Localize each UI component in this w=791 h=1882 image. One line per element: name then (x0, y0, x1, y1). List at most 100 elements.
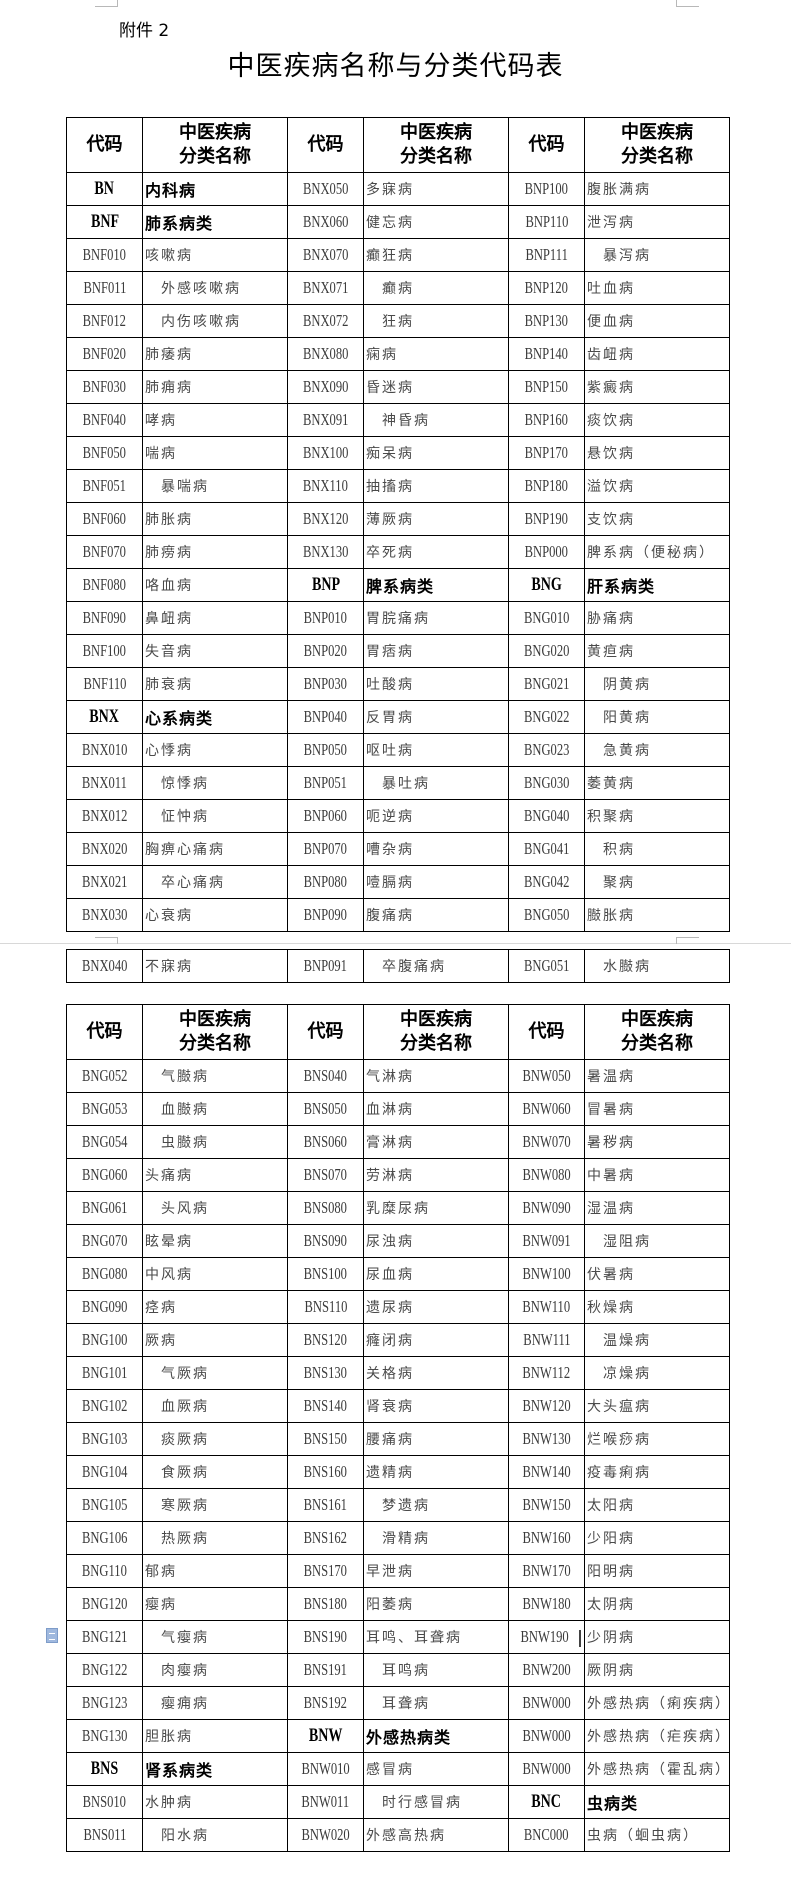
code-text: BNG102 (81, 1396, 128, 1415)
disease-code: BNP120 (508, 271, 585, 305)
disease-code: BNG103 (66, 1422, 143, 1456)
disease-code: BNG104 (66, 1455, 143, 1489)
disease-name: 烂喉痧病 (584, 1422, 730, 1456)
disease-code: BNG102 (66, 1389, 143, 1423)
table-row: BNG060 头痛病 BNS070 劳淋病 BNW080 中暑病 (66, 1158, 730, 1192)
disease-name: 外感热病（霍乱病） (584, 1752, 730, 1786)
disease-code: BNX020 (66, 832, 143, 866)
disease-code: BNX070 (287, 238, 364, 272)
code-text: BNS162 (303, 1528, 348, 1547)
disease-name: 抽搐病 (363, 469, 509, 503)
disease-name: 阴黄病 (584, 667, 730, 701)
disease-code: BNW091 (508, 1224, 585, 1258)
disease-code: BNS110 (287, 1290, 364, 1324)
disease-code: BNP030 (287, 667, 364, 701)
disease-code: BNG060 (66, 1158, 143, 1192)
disease-name: 时行感冒病 (363, 1785, 509, 1819)
document-comment-icon[interactable] (46, 1628, 58, 1643)
code-table-1-continued: BNX040 不寐病 BNP091 卒腹痛病 BNG051 水臌病 (66, 949, 730, 983)
disease-name: 薄厥病 (363, 502, 509, 536)
code-text: BNG070 (81, 1231, 128, 1250)
code-text: BNP020 (303, 641, 348, 660)
disease-code: BNG054 (66, 1125, 143, 1159)
code-text: BNG030 (523, 773, 570, 792)
disease-code: BNG030 (508, 766, 585, 800)
code-text: BNW110 (522, 1297, 571, 1316)
disease-code: BNP140 (508, 337, 585, 371)
disease-name: 紫癜病 (584, 370, 730, 404)
header-name-line: 中医疾病 (621, 1009, 693, 1030)
disease-code: BNW000 (508, 1686, 585, 1720)
code-text: BNW080 (522, 1165, 571, 1184)
code-text: BNG100 (81, 1330, 128, 1349)
disease-name: 惊悸病 (142, 766, 288, 800)
header-code: 代码 (287, 117, 364, 173)
code-text: BNX091 (302, 410, 349, 429)
header-name-line: 分类名称 (179, 1033, 251, 1054)
disease-code: BNS191 (287, 1653, 364, 1687)
disease-name: 腹痛病 (363, 898, 509, 932)
code-text: BNW070 (522, 1132, 571, 1151)
disease-name: 内伤咳嗽病 (142, 304, 288, 338)
disease-code: BNX120 (287, 502, 364, 536)
header-name: 中医疾病 分类名称 (142, 117, 288, 173)
disease-name: 心悸病 (142, 733, 288, 767)
disease-name: 血厥病 (142, 1389, 288, 1423)
disease-code: BNP110 (508, 205, 585, 239)
disease-name: 呕吐病 (363, 733, 509, 767)
table-row: BNF020 肺痿病 BNX080 痫病 BNP140 齿衄病 (66, 337, 730, 371)
disease-name: 腰痛病 (363, 1422, 509, 1456)
disease-name: 怔忡病 (142, 799, 288, 833)
disease-code: BNW060 (508, 1092, 585, 1126)
disease-code: BNS050 (287, 1092, 364, 1126)
disease-name: 伏暑病 (584, 1257, 730, 1291)
code-text: BNG101 (81, 1363, 128, 1382)
code-text: BNG040 (523, 806, 570, 825)
disease-name: 阳水病 (142, 1818, 288, 1852)
disease-code: BNX080 (287, 337, 364, 371)
disease-code: BNG051 (508, 949, 585, 983)
disease-code: BNF110 (66, 667, 143, 701)
disease-code: BNG120 (66, 1587, 143, 1621)
code-text: BNP120 (524, 278, 569, 297)
code-text: BNG061 (81, 1198, 128, 1217)
disease-name: 外感热病（痢疾病） (584, 1686, 730, 1720)
disease-name: 头风病 (142, 1191, 288, 1225)
code-text: BNF012 (82, 311, 127, 330)
header-name: 中医疾病 分类名称 (584, 1004, 730, 1060)
code-text: BNP111 (525, 245, 568, 264)
header-name: 中医疾病 分类名称 (584, 117, 730, 173)
disease-code: BNW200 (508, 1653, 585, 1687)
disease-name: 痴呆病 (363, 436, 509, 470)
disease-code: BNF050 (66, 436, 143, 470)
code-text: BNW120 (522, 1396, 571, 1415)
code-text: BNG080 (81, 1264, 128, 1283)
code-table-1: 代码 中医疾病 分类名称 代码 中医疾病 分类名称 代码 中医疾病 分类名称 BN 内科病 BNX0… (66, 117, 730, 932)
code-text: BNF100 (82, 641, 127, 660)
code-text: BNG060 (81, 1165, 128, 1184)
code-text: BNG090 (81, 1297, 128, 1316)
disease-name: 水臌病 (584, 949, 730, 983)
disease-name: 厥阴病 (584, 1653, 730, 1687)
code-text: BNS160 (303, 1462, 348, 1481)
disease-name: 大头瘟病 (584, 1389, 730, 1423)
disease-name: 急黄病 (584, 733, 730, 767)
category-name: 外感热病类 (363, 1719, 509, 1753)
disease-code: BNP070 (287, 832, 364, 866)
disease-name: 湿阻病 (584, 1224, 730, 1258)
disease-code: BNW190 (508, 1620, 585, 1654)
disease-name: 健忘病 (363, 205, 509, 239)
code-text: BNX060 (302, 212, 349, 231)
disease-name: 暑温病 (584, 1059, 730, 1093)
disease-code: BNP111 (508, 238, 585, 272)
disease-code: BNS120 (287, 1323, 364, 1357)
code-text: BNX072 (302, 311, 349, 330)
table-row: BNG102 血厥病 BNS140 肾衰病 BNW120 大头瘟病 (66, 1389, 730, 1423)
disease-name: 癫病 (363, 271, 509, 305)
disease-name: 虫病（蛔虫病） (584, 1818, 730, 1852)
disease-name: 泄泻病 (584, 205, 730, 239)
disease-name: 暑秽病 (584, 1125, 730, 1159)
header-name: 中医疾病 分类名称 (363, 117, 509, 173)
table-row: BNG130 胆胀病 BNW 外感热病类 BNW000 外感热病（疟疾病） (66, 1719, 730, 1753)
disease-name: 胆胀病 (142, 1719, 288, 1753)
